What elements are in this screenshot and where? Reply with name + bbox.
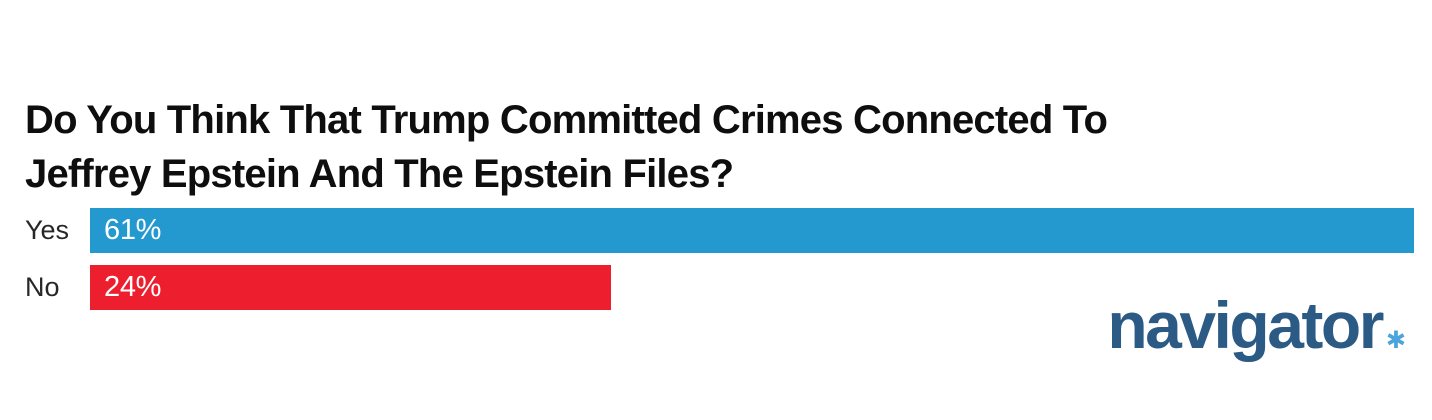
bar-track-no: 24% [90, 265, 1414, 310]
bar-chart: Yes 61% No 24% [25, 208, 1414, 322]
value-label-no: 24% [104, 271, 162, 303]
chart-title-line-2: Jeffrey Epstein And The Epstein Files? [25, 151, 734, 196]
navigator-logo: navigator ✱ [1107, 292, 1406, 358]
chart-title-line-1: Do You Think That Trump Committed Crimes… [25, 97, 1108, 142]
value-label-yes: 61% [104, 214, 162, 246]
asterisk-icon: ✱ [1385, 326, 1406, 354]
bar-track-yes: 61% [90, 208, 1414, 253]
bar-row-yes: Yes 61% [25, 208, 1414, 253]
category-label-yes: Yes [25, 215, 70, 245]
bar-yes: 61% [90, 208, 1414, 253]
category-label-no: No [25, 272, 60, 302]
chart-title: Do You Think That Trump Committed Crimes… [25, 93, 1410, 201]
bar-row-no: No 24% [25, 265, 1414, 310]
navigator-logo-text: navigator [1107, 288, 1384, 362]
bar-no: 24% [90, 265, 611, 310]
